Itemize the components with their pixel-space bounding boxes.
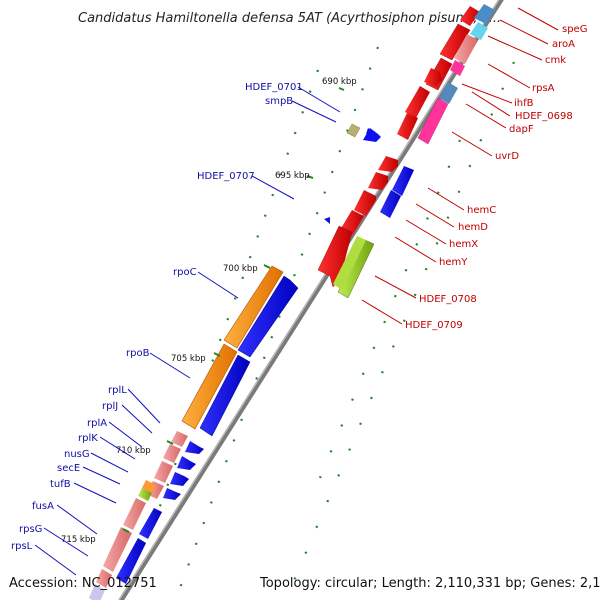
tick-695: 695 kbp xyxy=(275,171,314,181)
right-label-texts: speG aroA cmk rpsA ihfB HDEF_0698 dapF u… xyxy=(405,24,587,331)
inner-dotted-guide xyxy=(288,61,516,591)
plus-strand-features-right xyxy=(317,4,495,299)
gene-hem-blue-2[interactable] xyxy=(380,190,401,218)
gene-blue-small-4[interactable] xyxy=(163,488,181,500)
gene-HDEF_0707-blue[interactable] xyxy=(324,217,330,224)
gene-blue-small-1[interactable] xyxy=(185,441,204,454)
gene-rplA[interactable] xyxy=(154,461,173,483)
gene-rpsL[interactable] xyxy=(89,584,105,600)
left-label-texts: HDEF_0701 smpB HDEF_0707 rpoC rpoB rplL … xyxy=(11,82,303,552)
label-dapF[interactable]: dapF xyxy=(509,124,534,135)
label-HDEF_0707[interactable]: HDEF_0707 xyxy=(197,171,255,182)
gene-blue-small-2[interactable] xyxy=(177,456,196,470)
gene-hem-blue-1[interactable] xyxy=(392,166,414,196)
gene-red-arrow-a[interactable] xyxy=(424,68,442,86)
label-aroA[interactable]: aroA xyxy=(552,39,575,50)
gene-blue-small-3[interactable] xyxy=(170,472,189,486)
gene-rpoC-blue[interactable] xyxy=(237,275,299,358)
gene-tufB-blue[interactable] xyxy=(139,508,162,539)
gene-cmk-magenta[interactable] xyxy=(450,60,465,76)
gene-rpoB[interactable] xyxy=(181,343,238,430)
label-nusG[interactable]: nusG xyxy=(64,449,90,460)
gene-HDEF_0698[interactable] xyxy=(417,97,449,145)
gene-hemX[interactable] xyxy=(354,190,376,216)
tick-label-690: 690 kbp xyxy=(322,77,357,87)
gene-aroA[interactable] xyxy=(474,4,495,24)
tick-710: 710 kbp xyxy=(116,440,174,456)
right-gene-labels xyxy=(361,7,559,325)
gene-top-red-1[interactable] xyxy=(439,23,471,61)
label-ihfB[interactable]: ihfB xyxy=(514,98,534,109)
tick-715: 715 kbp xyxy=(61,528,130,545)
gene-blue-small-5[interactable] xyxy=(363,128,381,142)
gene-ihfB[interactable] xyxy=(439,82,458,104)
plus-strand-features-left xyxy=(116,128,381,584)
label-HDEF_0708[interactable]: HDEF_0708 xyxy=(419,294,477,305)
genome-backbone xyxy=(118,0,504,600)
minus-strand-features xyxy=(89,123,361,600)
gene-hemD[interactable] xyxy=(368,172,388,190)
label-rplK[interactable]: rplK xyxy=(78,433,98,444)
label-cmk[interactable]: cmk xyxy=(545,55,566,66)
label-hemD[interactable]: hemD xyxy=(458,222,488,233)
label-rplJ[interactable]: rplJ xyxy=(102,401,118,412)
tick-690: 690 kbp xyxy=(322,77,357,91)
gene-hemC[interactable] xyxy=(378,156,398,172)
gene-rpoB-blue[interactable] xyxy=(199,354,251,437)
gene-smpB[interactable] xyxy=(346,123,361,138)
tick-label-700: 700 kbp xyxy=(223,264,258,274)
label-rpoC[interactable]: rpoC xyxy=(173,267,197,278)
tick-700: 700 kbp xyxy=(223,264,271,274)
label-smpB[interactable]: smpB xyxy=(265,96,293,107)
label-hemC[interactable]: hemC xyxy=(467,205,496,216)
label-HDEF_0698[interactable]: HDEF_0698 xyxy=(515,111,573,122)
gene-secE[interactable] xyxy=(138,488,152,501)
gene-speG[interactable] xyxy=(460,6,480,26)
tick-label-695: 695 kbp xyxy=(275,171,310,181)
label-rplA[interactable]: rplA xyxy=(87,418,107,429)
gene-cmk-pink[interactable] xyxy=(454,34,478,64)
gene-rplL[interactable] xyxy=(171,431,188,447)
label-rpsG[interactable]: rpsG xyxy=(19,524,42,535)
label-fusA[interactable]: fusA xyxy=(32,501,54,512)
label-hemY[interactable]: hemY xyxy=(439,257,468,268)
label-HDEF_0709[interactable]: HDEF_0709 xyxy=(405,320,463,331)
label-rpsL[interactable]: rpsL xyxy=(11,541,33,552)
map-title: Candidatus Hamiltonella defensa 5AT (Acy… xyxy=(78,11,501,26)
gene-tufB[interactable] xyxy=(123,498,146,530)
gene-fusA[interactable] xyxy=(103,527,132,572)
gene-HDEF_0709[interactable] xyxy=(333,236,366,290)
gene-rpoC[interactable] xyxy=(223,265,284,349)
gene-red-arrow-b[interactable] xyxy=(405,86,430,118)
gene-rplJ[interactable] xyxy=(163,444,181,463)
label-rpsA[interactable]: rpsA xyxy=(532,83,555,94)
tick-label-705: 705 kbp xyxy=(171,354,206,364)
gene-cyan[interactable] xyxy=(470,22,488,40)
label-secE[interactable]: secE xyxy=(57,463,80,474)
label-uvrD[interactable]: uvrD xyxy=(495,151,519,162)
label-speG[interactable]: speG xyxy=(562,24,587,35)
accession-text: Accession: NC_012751 xyxy=(9,576,157,591)
label-hemX[interactable]: hemX xyxy=(449,239,478,250)
tick-label-715: 715 kbp xyxy=(61,535,96,545)
label-rpoB[interactable]: rpoB xyxy=(126,348,150,359)
left-gene-labels xyxy=(34,86,341,576)
label-HDEF_0701[interactable]: HDEF_0701 xyxy=(245,82,303,93)
gene-red-arrow-c[interactable] xyxy=(397,113,418,140)
tick-label-710: 710 kbp xyxy=(116,446,151,456)
tick-705: 705 kbp xyxy=(171,352,221,364)
gene-rpsG[interactable] xyxy=(96,569,112,588)
topology-summary: Topology: circular; Length: 2,110,331 bp… xyxy=(259,576,600,591)
label-tufB[interactable]: tufB xyxy=(50,479,71,490)
gene-HDEF_0708[interactable] xyxy=(337,239,375,299)
gene-fusA-blue[interactable] xyxy=(116,538,146,584)
label-rplL[interactable]: rplL xyxy=(108,385,127,396)
gene-blue-small-6[interactable] xyxy=(366,128,374,134)
scale-ticks: 690 kbp 695 kbp 700 kbp 705 kbp 710 kbp … xyxy=(61,77,357,545)
